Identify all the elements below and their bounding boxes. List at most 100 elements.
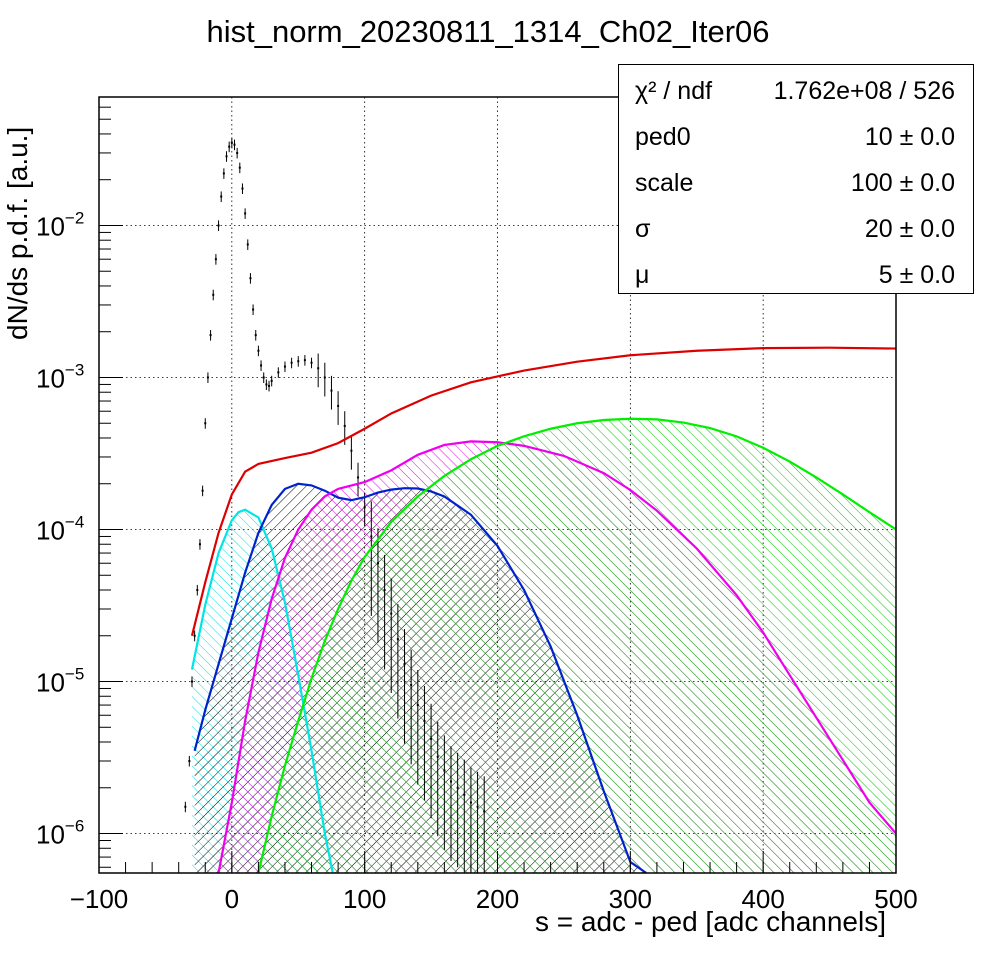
data-point <box>443 769 446 772</box>
data-point <box>238 166 241 169</box>
stats-value: 10 ± 0.0 <box>864 123 955 151</box>
data-point <box>383 588 386 591</box>
data-point <box>230 141 233 144</box>
y-tick-label: 10−5 <box>36 665 84 698</box>
data-point <box>214 258 217 261</box>
data-point <box>254 334 257 337</box>
data-point <box>228 145 231 148</box>
data-point <box>220 195 223 198</box>
data-point <box>198 543 201 546</box>
data-point <box>469 801 472 804</box>
y-tick-label: 10−3 <box>36 360 84 393</box>
data-point <box>450 780 453 783</box>
fit-curves <box>190 346 896 873</box>
y-tick-label: 10−2 <box>36 208 84 241</box>
data-point <box>343 424 346 427</box>
y-axis-label: dN/ds p.d.f. [a.u.] <box>2 126 33 340</box>
data-point <box>337 404 340 407</box>
data-point <box>463 793 466 796</box>
data-point <box>206 376 209 379</box>
data-point <box>410 683 413 686</box>
data-point <box>262 376 265 379</box>
data-point <box>196 588 199 591</box>
data-point <box>436 755 439 758</box>
x-tick-label: 500 <box>874 884 917 914</box>
data-point <box>390 612 393 615</box>
pedestal-component-curve <box>190 508 334 873</box>
stats-value: 100 ± 0.0 <box>850 169 955 197</box>
data-point <box>423 719 426 722</box>
axes: −100 0 100 200 300 400 500 10−6 10−5 10−4 10−3 10−2 <box>36 96 918 914</box>
data-point <box>303 359 306 362</box>
data-point <box>310 361 313 364</box>
stats-name: μ <box>635 261 650 289</box>
data-point <box>456 786 459 789</box>
data-point <box>190 680 193 683</box>
data-point <box>236 151 239 154</box>
data-point <box>184 805 187 808</box>
data-point <box>257 349 260 352</box>
data-point <box>265 383 268 386</box>
data-point <box>201 489 204 492</box>
three-pe-component-curve <box>257 417 896 873</box>
x-axis-label: s = adc - ped [adc channels] <box>535 906 886 937</box>
stats-row-chi2: χ² / ndf 1.762e+08 / 526 <box>619 69 973 115</box>
data-point <box>363 506 366 509</box>
data-point <box>246 243 249 246</box>
stats-row-sigma: σ 20 ± 0.0 <box>619 207 973 253</box>
data-point <box>330 389 333 392</box>
data-point <box>357 476 360 479</box>
x-tick-label: 400 <box>741 884 784 914</box>
x-tick-label: 200 <box>476 884 519 914</box>
hatched-fills <box>191 418 896 873</box>
x-tick-label: 100 <box>343 884 386 914</box>
data-point <box>416 704 419 707</box>
stats-name: scale <box>635 169 694 197</box>
data-point <box>244 212 247 215</box>
data-point <box>277 371 280 374</box>
one-pe-component-curve <box>193 482 647 873</box>
stats-row-mu: μ 5 ± 0.0 <box>619 253 973 299</box>
data-point <box>260 364 263 367</box>
data-point <box>283 365 286 368</box>
data-point <box>225 155 228 158</box>
data-point <box>350 449 353 452</box>
data-point <box>476 805 479 808</box>
data-point <box>188 760 191 763</box>
data-point <box>396 638 399 641</box>
x-tick-label: −100 <box>70 884 129 914</box>
y-tick-label: 10−6 <box>36 817 84 850</box>
data-point <box>222 172 225 175</box>
stats-value: 1.762e+08 / 526 <box>773 77 955 105</box>
stats-name: ped0 <box>635 123 691 151</box>
chart-title: hist_norm_20230811_1314_Ch02_Iter06 <box>206 14 770 49</box>
data-point <box>193 634 196 637</box>
data-point <box>233 143 236 146</box>
x-tick-label: 0 <box>225 884 239 914</box>
stats-name: σ <box>635 215 651 243</box>
data-point <box>241 187 244 190</box>
histogram-points <box>184 137 486 873</box>
data-point <box>270 379 273 382</box>
stats-value: 5 ± 0.0 <box>878 261 955 289</box>
data-point <box>212 293 215 296</box>
stats-value: 20 ± 0.0 <box>864 215 955 243</box>
data-point <box>403 663 406 666</box>
y-tick-label: 10−4 <box>36 512 84 545</box>
data-point <box>483 810 486 813</box>
data-point <box>290 361 293 364</box>
data-point <box>209 334 212 337</box>
data-point <box>268 384 271 387</box>
data-point <box>430 737 433 740</box>
data-point <box>376 562 379 565</box>
x-tick-label: 300 <box>609 884 652 914</box>
data-point <box>370 535 373 538</box>
total-fit-curve <box>190 346 896 637</box>
data-point <box>249 277 252 280</box>
data-point <box>252 308 255 311</box>
data-point <box>323 376 326 379</box>
stats-row-scale: scale 100 ± 0.0 <box>619 161 973 207</box>
data-point <box>204 422 207 425</box>
data-point <box>297 360 300 363</box>
